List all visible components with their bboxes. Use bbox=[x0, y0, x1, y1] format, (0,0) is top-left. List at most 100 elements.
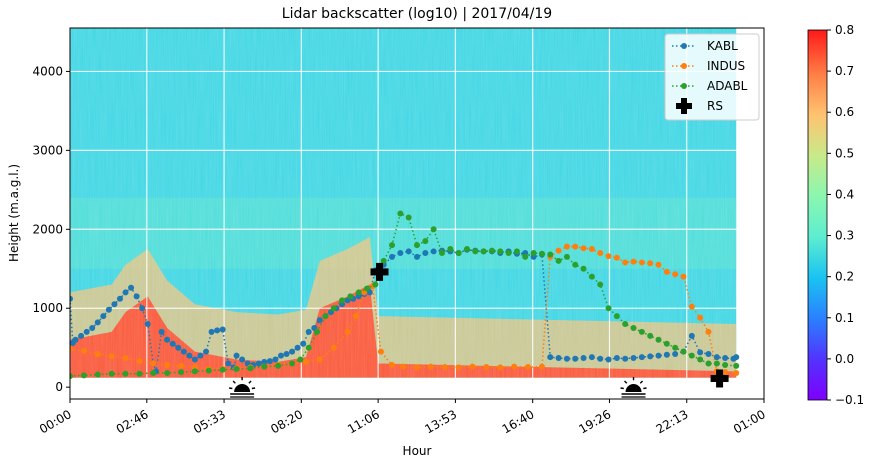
series-point-indus bbox=[178, 362, 185, 369]
series-point-kabl bbox=[175, 344, 182, 351]
series-point-indus bbox=[680, 273, 687, 280]
series-point-indus bbox=[722, 369, 729, 376]
y-tick-label: 3000 bbox=[32, 143, 63, 157]
series-point-kabl bbox=[597, 355, 604, 362]
series-point-adabl bbox=[513, 248, 520, 255]
legend-item-kabl: KABL bbox=[672, 39, 738, 53]
series-point-kabl bbox=[72, 336, 79, 343]
series-point-adabl bbox=[588, 273, 595, 280]
series-point-adabl bbox=[219, 366, 226, 373]
grid-lines bbox=[69, 28, 765, 399]
x-tick-label: 05:33 bbox=[191, 407, 228, 436]
series-point-adabl bbox=[164, 369, 171, 376]
series-point-kabl bbox=[613, 354, 620, 361]
series-point-adabl bbox=[178, 369, 185, 376]
series-point-adabl bbox=[339, 297, 346, 304]
sun-ray bbox=[232, 380, 236, 384]
sun-disc bbox=[234, 384, 251, 392]
legend: KABL INDUS ADABL RS bbox=[664, 33, 760, 121]
sun-ray bbox=[643, 387, 647, 390]
series-point-indus bbox=[377, 348, 384, 355]
series-point-adabl bbox=[638, 328, 645, 335]
legend-rs-marker-v bbox=[681, 98, 687, 114]
series-point-indus bbox=[511, 363, 518, 370]
series-point-kabl bbox=[294, 344, 301, 351]
series-point-indus bbox=[122, 354, 129, 361]
series-point-indus bbox=[483, 364, 490, 371]
series-point-indus bbox=[630, 258, 637, 265]
series-point-adabl bbox=[447, 246, 454, 253]
series-point-kabl bbox=[169, 340, 176, 347]
series-point-indus bbox=[697, 314, 704, 321]
series-point-kabl bbox=[430, 248, 437, 255]
series-point-adabl bbox=[522, 253, 529, 260]
series-point-kabl bbox=[547, 354, 554, 361]
series-point-kabl bbox=[208, 328, 215, 335]
series-point-adabl bbox=[563, 253, 570, 260]
series-point-adabl bbox=[205, 367, 212, 374]
series-point-indus bbox=[580, 245, 587, 252]
series-point-adabl bbox=[688, 352, 695, 359]
y-tick-label: 0 bbox=[55, 380, 63, 394]
series-point-indus bbox=[414, 364, 420, 371]
series-point-kabl bbox=[397, 249, 404, 256]
series-point-indus bbox=[330, 344, 337, 351]
series-point-indus bbox=[688, 303, 695, 310]
series-point-adabl bbox=[330, 305, 337, 312]
series-point-kabl bbox=[580, 354, 587, 361]
series-point-kabl bbox=[266, 358, 273, 365]
series-point-indus bbox=[555, 247, 562, 254]
series-point-adabl bbox=[680, 348, 687, 355]
series-point-adabl bbox=[705, 360, 712, 367]
series-point-kabl bbox=[300, 340, 307, 347]
series-point-adabl bbox=[305, 344, 312, 351]
series-point-adabl bbox=[630, 324, 637, 331]
series-point-adabl bbox=[80, 372, 87, 379]
x-axis-label: Hour bbox=[403, 444, 432, 458]
series-point-kabl bbox=[605, 356, 612, 363]
series-point-adabl bbox=[455, 249, 462, 256]
heatmap-texture bbox=[70, 28, 737, 378]
legend-item-adabl: ADABL bbox=[672, 79, 748, 93]
series-point-kabl bbox=[78, 332, 85, 339]
series-point-indus bbox=[655, 261, 662, 268]
series-point-kabl bbox=[186, 352, 193, 359]
series-point-adabl bbox=[530, 249, 537, 256]
series-point-adabl bbox=[480, 248, 487, 255]
series-point-indus bbox=[164, 362, 171, 369]
sunset-icon bbox=[620, 377, 647, 398]
series-point-kabl bbox=[414, 253, 420, 260]
series-point-adabl bbox=[94, 371, 101, 378]
series-point-indus bbox=[80, 347, 87, 354]
series-point-kabl bbox=[389, 253, 396, 260]
series-point-adabl bbox=[322, 313, 329, 320]
series-point-adabl bbox=[622, 321, 629, 328]
x-tick-label: 02:46 bbox=[114, 407, 151, 436]
x-tick-label: 08:20 bbox=[268, 407, 305, 436]
backscatter-heatmap bbox=[70, 28, 737, 378]
series-point-kabl bbox=[89, 324, 96, 331]
series-point-kabl bbox=[219, 326, 226, 333]
series-point-adabl bbox=[355, 289, 362, 296]
series-point-indus bbox=[705, 328, 712, 335]
x-tick-label: 19:26 bbox=[576, 407, 613, 436]
series-point-adabl bbox=[722, 362, 729, 369]
series-point-kabl bbox=[255, 360, 262, 367]
series-point-kabl bbox=[305, 328, 312, 335]
series-point-adabl bbox=[150, 369, 157, 376]
rs-marker bbox=[370, 262, 389, 281]
series-point-kabl bbox=[563, 355, 570, 362]
series-point-adabl bbox=[372, 281, 379, 288]
series-point-kabl bbox=[128, 284, 135, 291]
series-point-indus bbox=[469, 363, 476, 370]
series-point-indus bbox=[647, 260, 654, 267]
x-tick-label: 16:40 bbox=[500, 407, 537, 436]
series-point-indus bbox=[622, 259, 629, 266]
sunrise-icon bbox=[229, 377, 256, 398]
series-point-indus bbox=[588, 246, 595, 253]
legend-marker bbox=[681, 83, 687, 89]
series-point-indus bbox=[70, 346, 73, 353]
legend-label: RS bbox=[707, 99, 723, 113]
series-point-kabl bbox=[722, 354, 729, 361]
